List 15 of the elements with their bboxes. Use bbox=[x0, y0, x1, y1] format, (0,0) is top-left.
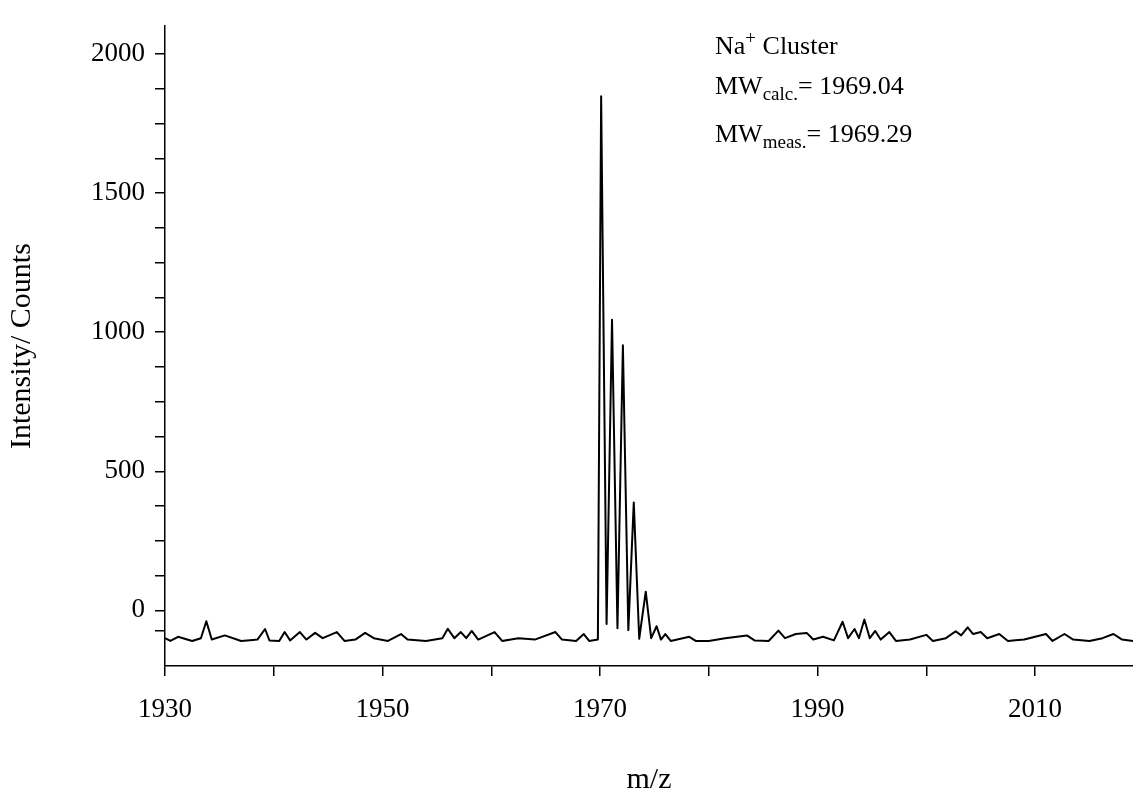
y-tick-label: 1500 bbox=[91, 176, 145, 207]
annotation: MW$_{calc.}$= 1969.04 bbox=[715, 69, 905, 106]
x-tick-label: 2010 bbox=[1008, 693, 1063, 724]
x-tick-label: 1950 bbox=[355, 693, 410, 724]
y-tick-label: 500 bbox=[104, 454, 145, 485]
annotation: Na$^{+}$ Cluster bbox=[715, 26, 839, 62]
x-tick-label: 1970 bbox=[573, 693, 628, 724]
y-tick-label: 1000 bbox=[91, 315, 145, 346]
y-tick-label: 0 bbox=[131, 593, 145, 624]
y-tick-label: 2000 bbox=[91, 37, 145, 68]
x-tick-label: 1990 bbox=[790, 693, 845, 724]
y-axis-title: Intensity/ Counts bbox=[2, 243, 36, 450]
annotation: MW$_{meas.}$= 1969.29 bbox=[715, 117, 913, 155]
x-tick-label: 1930 bbox=[138, 693, 192, 724]
x-axis-title: m/z bbox=[626, 760, 672, 794]
